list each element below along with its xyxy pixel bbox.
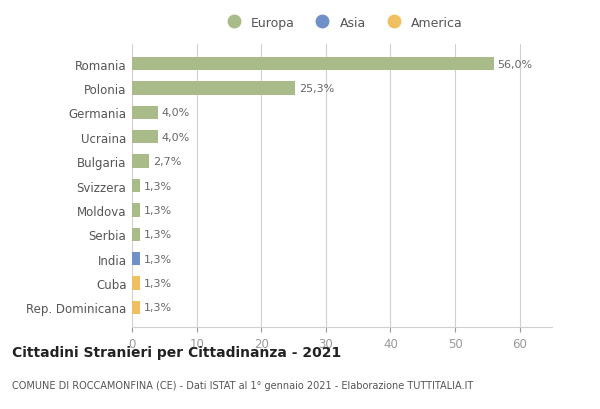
- Legend: Europa, Asia, America: Europa, Asia, America: [216, 12, 468, 35]
- Bar: [132, 204, 140, 217]
- Bar: [132, 252, 140, 266]
- Bar: [132, 301, 140, 315]
- Text: 4,0%: 4,0%: [161, 108, 190, 118]
- Text: COMUNE DI ROCCAMONFINA (CE) - Dati ISTAT al 1° gennaio 2021 - Elaborazione TUTTI: COMUNE DI ROCCAMONFINA (CE) - Dati ISTAT…: [12, 380, 473, 391]
- Text: 1,3%: 1,3%: [143, 279, 172, 288]
- Bar: [132, 131, 158, 144]
- Text: 1,3%: 1,3%: [143, 303, 172, 312]
- Bar: [132, 276, 140, 290]
- Text: 1,3%: 1,3%: [143, 181, 172, 191]
- Bar: [132, 228, 140, 241]
- Bar: [132, 106, 158, 120]
- Bar: [132, 82, 295, 96]
- Text: 1,3%: 1,3%: [143, 205, 172, 216]
- Text: 1,3%: 1,3%: [143, 230, 172, 240]
- Text: Cittadini Stranieri per Cittadinanza - 2021: Cittadini Stranieri per Cittadinanza - 2…: [12, 345, 341, 359]
- Text: 1,3%: 1,3%: [143, 254, 172, 264]
- Text: 2,7%: 2,7%: [152, 157, 181, 167]
- Bar: [132, 58, 494, 71]
- Bar: [132, 155, 149, 169]
- Text: 56,0%: 56,0%: [497, 60, 532, 70]
- Text: 4,0%: 4,0%: [161, 133, 190, 142]
- Text: 25,3%: 25,3%: [299, 84, 334, 94]
- Bar: [132, 180, 140, 193]
